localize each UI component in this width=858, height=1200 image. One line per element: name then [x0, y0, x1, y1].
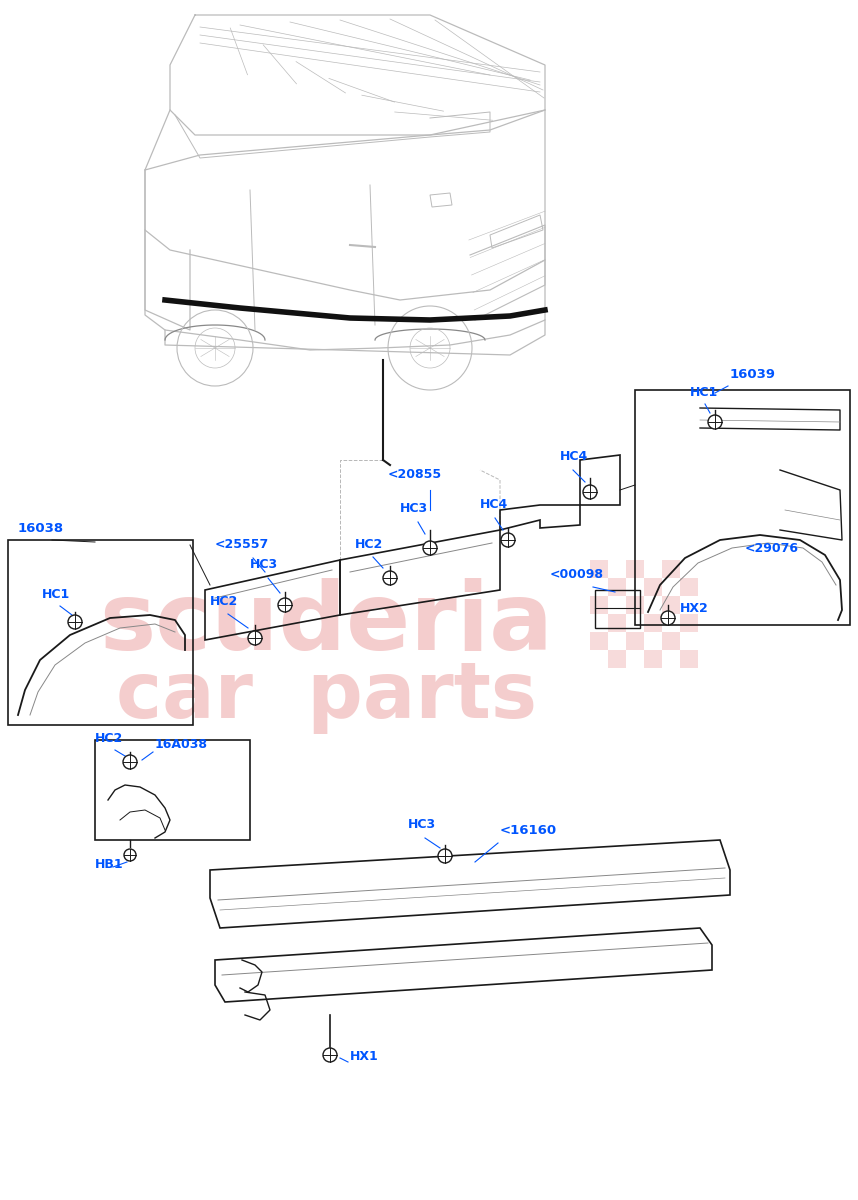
Text: HX2: HX2 — [680, 602, 709, 614]
Text: HC3: HC3 — [250, 558, 278, 571]
Circle shape — [583, 485, 597, 499]
Bar — [95, 740, 250, 840]
Circle shape — [323, 1048, 337, 1062]
Circle shape — [708, 415, 722, 428]
Text: HC1: HC1 — [690, 386, 718, 398]
Circle shape — [123, 755, 137, 769]
Text: HC4: HC4 — [480, 498, 508, 511]
Text: car  parts: car parts — [116, 658, 536, 734]
Text: HC3: HC3 — [408, 818, 436, 830]
Bar — [626, 632, 644, 650]
Text: HC4: HC4 — [560, 450, 589, 463]
Bar — [662, 560, 680, 578]
Text: HC3: HC3 — [400, 502, 428, 515]
Bar — [590, 560, 608, 578]
Bar — [608, 650, 626, 668]
Bar — [608, 614, 626, 632]
Text: HC1: HC1 — [42, 588, 70, 601]
Text: <29076: <29076 — [745, 542, 799, 554]
Text: 16038: 16038 — [18, 522, 64, 535]
Text: <16160: <16160 — [500, 824, 557, 838]
Bar — [626, 596, 644, 614]
Bar — [608, 578, 626, 596]
Text: HC2: HC2 — [95, 732, 124, 745]
Bar — [590, 596, 608, 614]
Circle shape — [383, 571, 397, 584]
Bar — [590, 632, 608, 650]
Text: 16039: 16039 — [730, 368, 776, 382]
Text: <00098: <00098 — [550, 568, 604, 581]
Text: scuderia: scuderia — [100, 578, 553, 670]
Bar — [626, 560, 644, 578]
Circle shape — [278, 598, 292, 612]
Text: HB1: HB1 — [95, 858, 124, 871]
Bar — [662, 596, 680, 614]
Circle shape — [501, 533, 515, 547]
Bar — [662, 632, 680, 650]
Circle shape — [438, 850, 452, 863]
Text: <25557: <25557 — [215, 538, 269, 551]
Text: HC2: HC2 — [355, 538, 384, 551]
Circle shape — [661, 611, 675, 625]
Circle shape — [423, 541, 437, 554]
Bar — [680, 578, 698, 596]
Circle shape — [68, 614, 82, 629]
Bar — [644, 614, 662, 632]
Bar — [644, 578, 662, 596]
Bar — [680, 650, 698, 668]
Bar — [680, 614, 698, 632]
Circle shape — [248, 631, 262, 646]
Bar — [8, 540, 193, 725]
Bar — [644, 650, 662, 668]
Text: HC2: HC2 — [210, 595, 239, 608]
Text: 16A038: 16A038 — [155, 738, 208, 751]
Text: <20855: <20855 — [388, 468, 442, 481]
Bar — [595, 590, 640, 628]
Text: HX1: HX1 — [350, 1050, 378, 1063]
Circle shape — [124, 850, 136, 862]
Bar — [635, 390, 850, 625]
